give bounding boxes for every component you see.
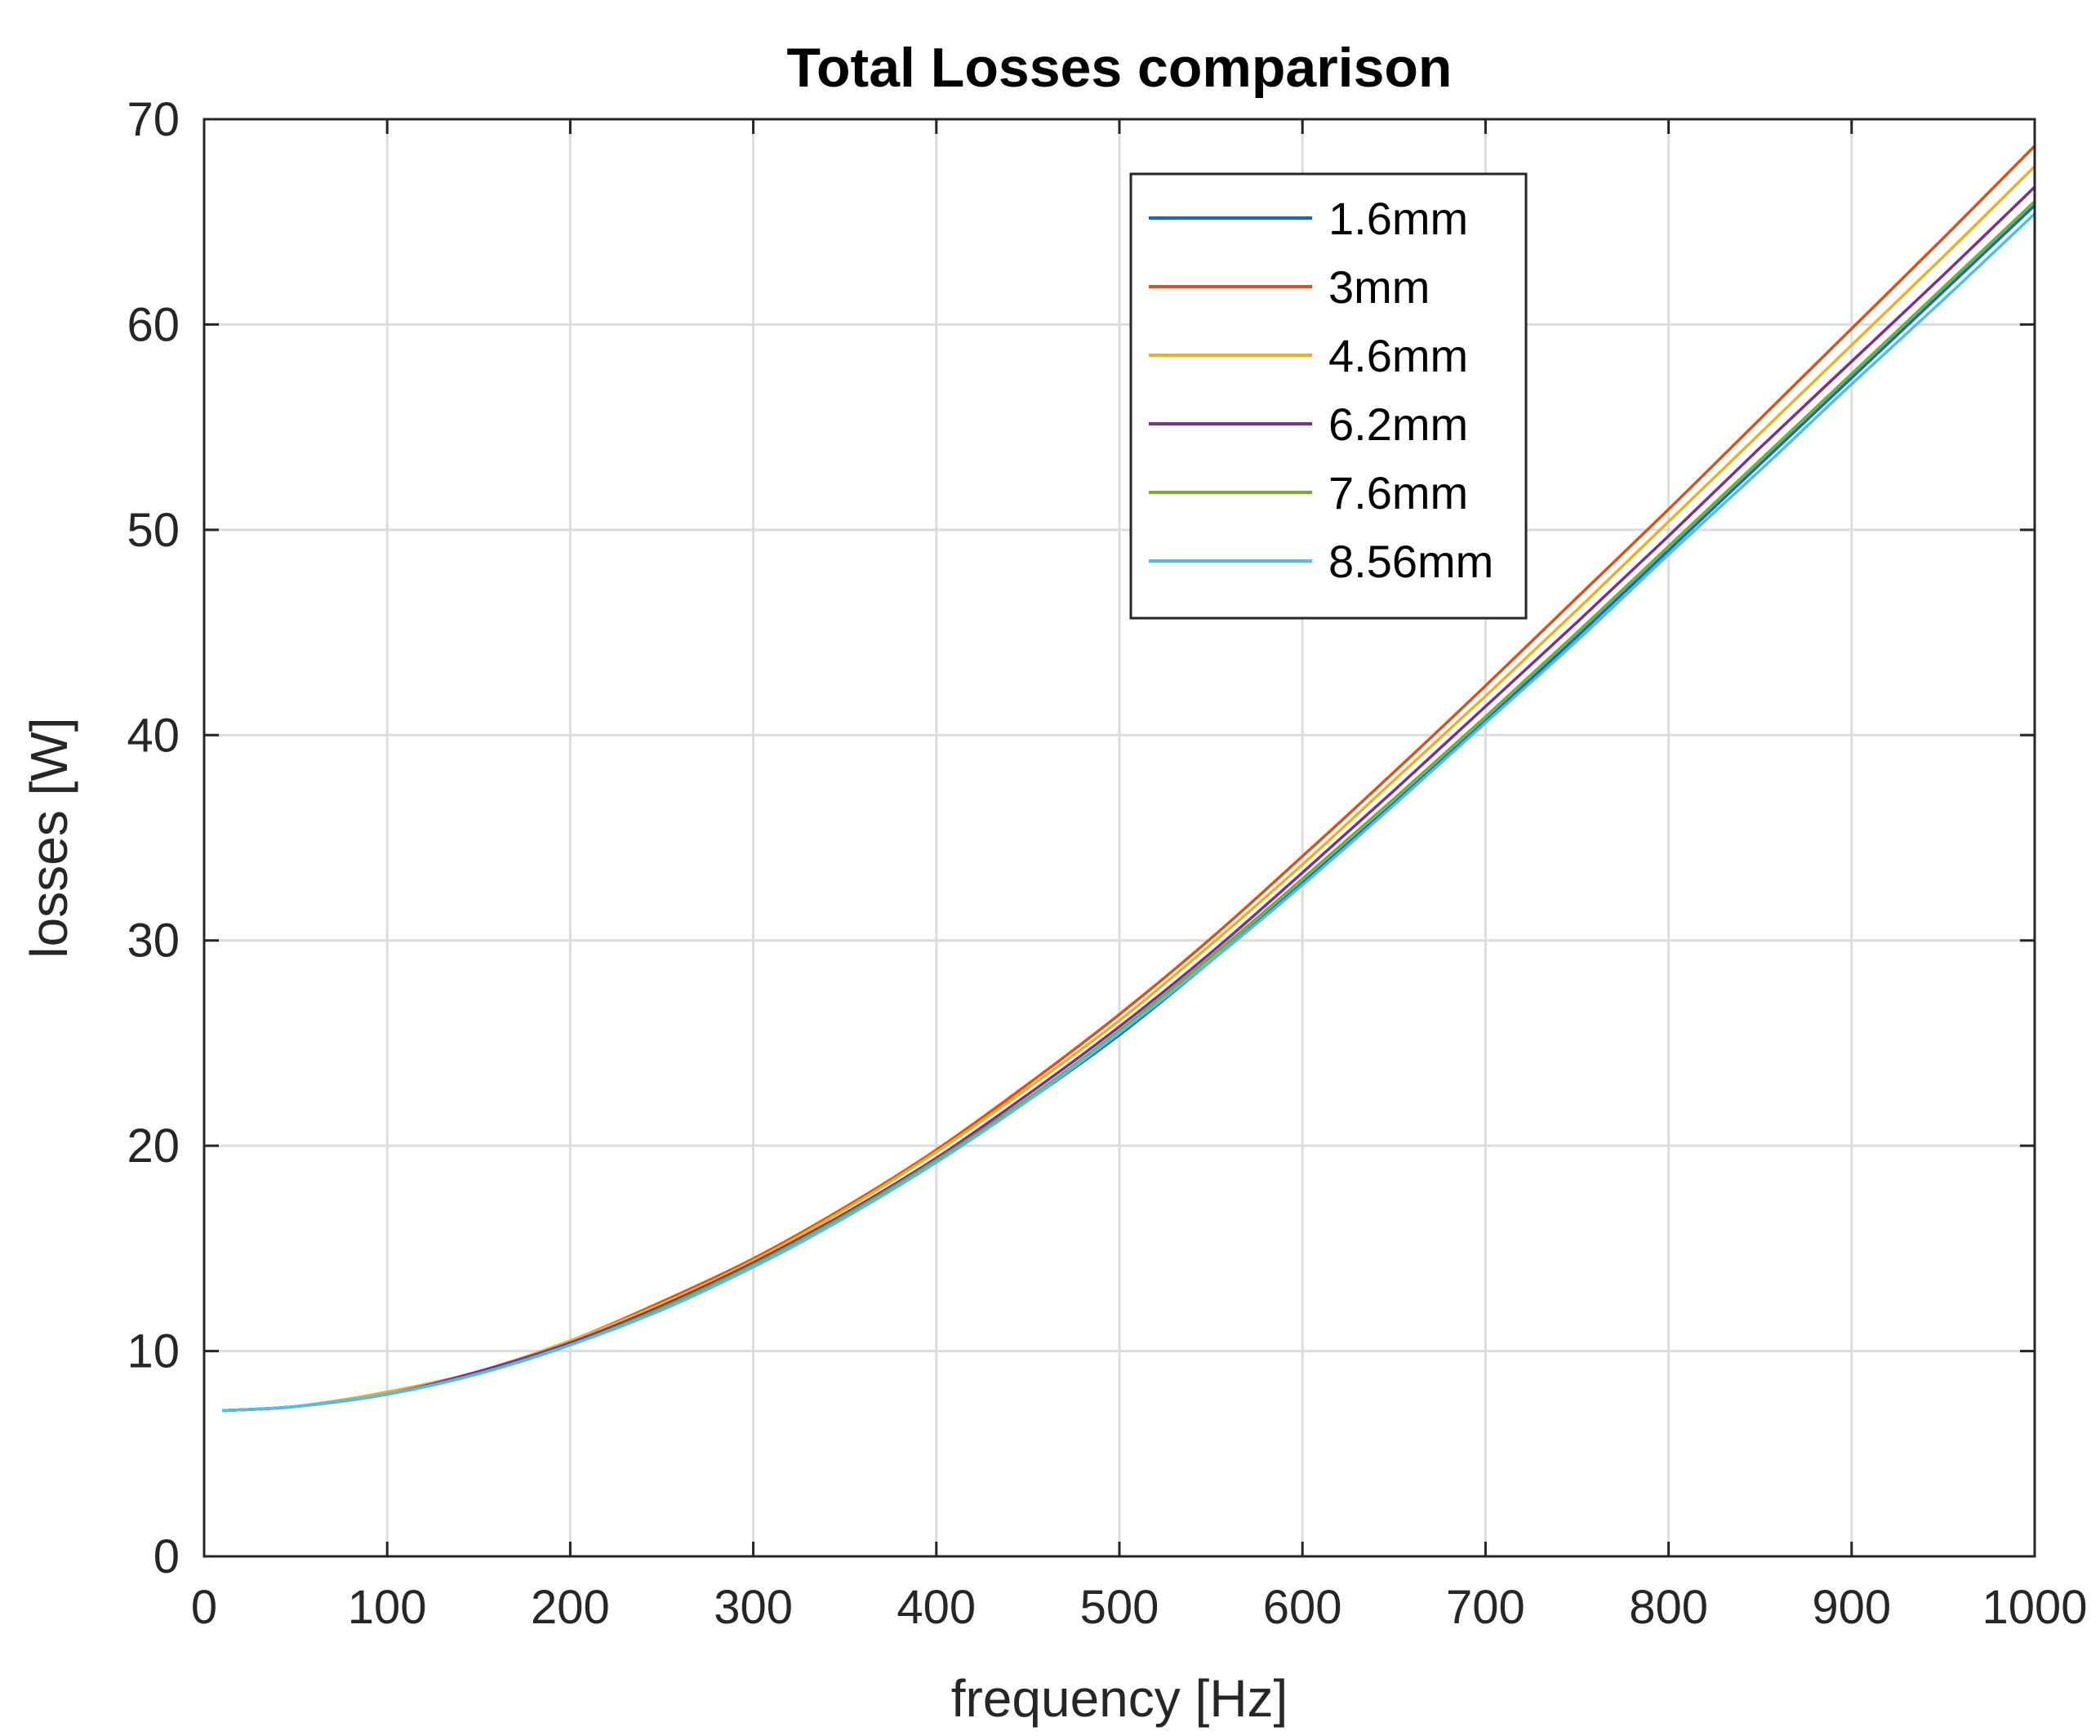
- y-tick-label: 0: [153, 1530, 180, 1583]
- x-tick-label: 600: [1263, 1581, 1342, 1634]
- y-axis-label: losses [W]: [20, 717, 78, 958]
- x-tick-label: 200: [531, 1581, 610, 1634]
- x-axis-label: frequency [Hz]: [951, 1669, 1288, 1728]
- legend: 1.6mm 3mm 4.6mm 6.2mm 7.6mm 8.56mm: [1129, 172, 1528, 620]
- y-tick-label: 50: [127, 504, 180, 557]
- x-tick-labels: 0 100 200 300 400 500 600 700 800 900 1000: [191, 1581, 2088, 1634]
- legend-label: 3mm: [1328, 261, 1430, 313]
- chart-title: Total Losses comparison: [787, 37, 1453, 99]
- x-tick-label: 1000: [1982, 1581, 2087, 1634]
- y-tick-label: 20: [127, 1119, 180, 1173]
- x-tick-label: 800: [1629, 1581, 1708, 1634]
- legend-label: 1.6mm: [1328, 193, 1468, 244]
- series-layer: [222, 145, 2036, 1413]
- x-tick-label: 0: [191, 1581, 217, 1634]
- x-tick-label: 500: [1080, 1581, 1159, 1634]
- y-tick-label: 70: [127, 93, 180, 146]
- series-line-8.56mm: [222, 212, 2036, 1413]
- legend-label: 4.6mm: [1328, 330, 1468, 381]
- legend-label: 6.2mm: [1328, 398, 1468, 450]
- legend-label: 7.6mm: [1328, 467, 1468, 519]
- y-tick-labels: 0 10 20 30 40 50 60 70: [127, 93, 180, 1583]
- x-tick-label: 100: [348, 1581, 427, 1634]
- y-tick-label: 10: [127, 1325, 180, 1378]
- x-tick-label: 400: [897, 1581, 976, 1634]
- legend-box: [1129, 172, 1528, 620]
- ticks: [202, 118, 2036, 1558]
- series-line-6.2mm: [222, 185, 2036, 1413]
- legend-items: 1.6mm 3mm 4.6mm 6.2mm 7.6mm 8.56mm: [1149, 193, 1493, 587]
- y-tick-label: 60: [127, 298, 180, 351]
- x-tick-label: 300: [714, 1581, 793, 1634]
- y-tick-label: 30: [127, 915, 180, 968]
- x-tick-label: 900: [1812, 1581, 1891, 1634]
- x-tick-label: 700: [1446, 1581, 1525, 1634]
- series-line-4.6mm: [222, 165, 2036, 1413]
- legend-label: 8.56mm: [1328, 536, 1493, 587]
- y-tick-label: 40: [127, 709, 180, 762]
